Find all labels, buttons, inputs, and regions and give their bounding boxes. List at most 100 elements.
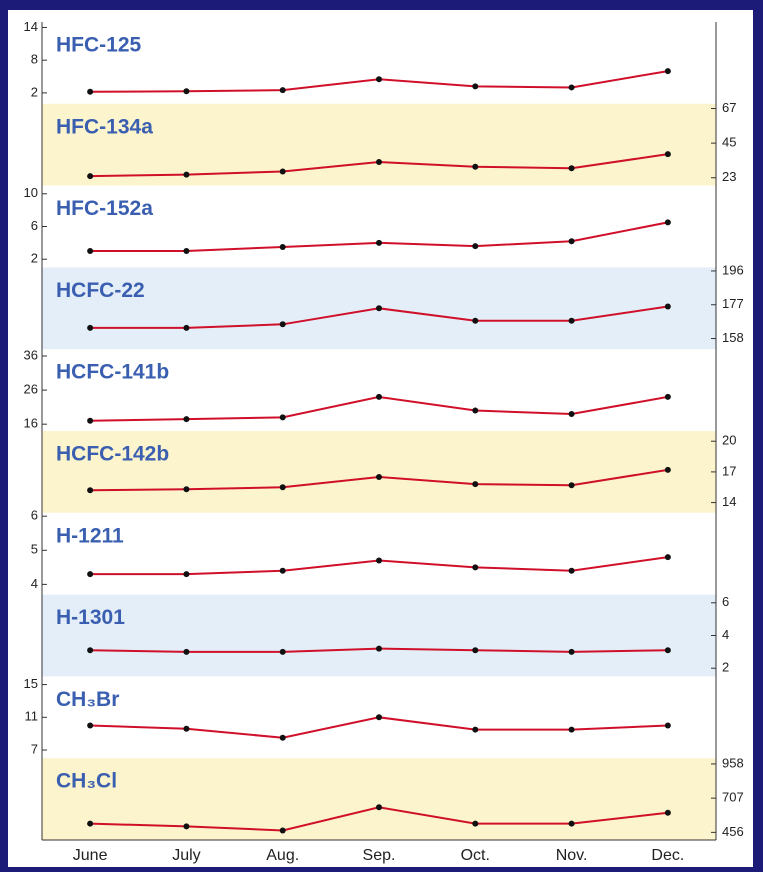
panel-background: [42, 758, 716, 840]
data-point: [664, 809, 671, 816]
panel-background: [42, 512, 716, 595]
data-point: [568, 410, 575, 417]
y-tick-label: 158: [722, 330, 744, 345]
y-tick-label: 6: [31, 218, 38, 233]
panel-title: HFC-134a: [56, 115, 153, 138]
y-tick-label: 6: [722, 594, 729, 609]
data-point: [664, 151, 671, 158]
data-point: [87, 173, 94, 180]
panel-title: HCFC-141b: [56, 361, 169, 384]
data-point: [472, 726, 479, 733]
data-point: [376, 159, 382, 166]
x-tick-label: Aug.: [266, 847, 299, 864]
data-point: [279, 321, 286, 328]
data-point: [87, 571, 94, 578]
y-tick-label: 2: [31, 84, 38, 99]
data-point: [568, 726, 575, 733]
data-point: [568, 648, 575, 655]
data-point: [279, 168, 286, 175]
data-point: [183, 571, 190, 578]
data-point: [279, 567, 286, 574]
data-point: [472, 481, 479, 488]
data-point: [87, 487, 94, 494]
y-tick-label: 36: [24, 347, 38, 362]
y-tick-label: 20: [722, 433, 736, 448]
x-tick-label: Dec.: [651, 847, 684, 864]
x-tick-label: Nov.: [556, 847, 588, 864]
data-point: [568, 238, 575, 245]
y-tick-label: 2: [722, 660, 729, 675]
panel-background: [42, 103, 716, 186]
data-point: [472, 820, 479, 827]
panel-title: HCFC-22: [56, 279, 145, 302]
data-point: [183, 324, 190, 331]
data-point: [472, 564, 479, 571]
panel-title: H-1211: [56, 524, 124, 547]
panel-title: HFC-125: [56, 34, 142, 57]
y-tick-label: 67: [722, 100, 736, 115]
y-tick-label: 6: [31, 508, 38, 523]
data-point: [568, 482, 575, 489]
y-tick-label: 7: [31, 741, 38, 756]
data-point: [568, 317, 575, 324]
data-point: [376, 305, 382, 312]
y-tick-label: 14: [24, 19, 38, 34]
data-point: [376, 804, 382, 811]
data-point: [279, 484, 286, 491]
data-point: [183, 486, 190, 493]
x-tick-label: July: [172, 847, 200, 864]
y-tick-label: 5: [31, 542, 38, 557]
data-point: [183, 725, 190, 732]
data-point: [279, 414, 286, 421]
data-point: [183, 823, 190, 830]
y-tick-label: 16: [24, 416, 38, 431]
data-point: [183, 416, 190, 423]
y-tick-label: 23: [722, 169, 736, 184]
data-point: [376, 393, 382, 400]
x-tick-label: Sep.: [363, 847, 396, 864]
data-point: [87, 722, 94, 729]
data-point: [664, 219, 671, 226]
y-tick-label: 45: [722, 135, 736, 150]
data-point: [279, 648, 286, 655]
panel-background: [42, 349, 716, 431]
y-tick-label: 26: [24, 382, 38, 397]
data-point: [87, 820, 94, 827]
data-point: [664, 303, 671, 310]
data-point: [472, 163, 479, 170]
data-point: [183, 248, 190, 255]
y-tick-label: 4: [31, 576, 38, 591]
panel-title: CH₃Cl: [56, 770, 117, 793]
panel-background: [42, 185, 716, 268]
y-tick-label: 8: [31, 52, 38, 67]
data-point: [664, 393, 671, 400]
data-point: [279, 243, 286, 250]
panel-title: HFC-152a: [56, 197, 153, 220]
data-point: [87, 417, 94, 424]
data-point: [376, 474, 382, 481]
data-point: [376, 645, 382, 652]
data-point: [664, 466, 671, 473]
y-tick-label: 958: [722, 755, 744, 770]
data-point: [664, 554, 671, 561]
y-tick-label: 14: [722, 494, 736, 509]
data-point: [87, 647, 94, 654]
data-point: [376, 76, 382, 83]
y-tick-label: 456: [722, 824, 744, 839]
data-point: [568, 165, 575, 172]
data-point: [183, 648, 190, 655]
data-point: [279, 734, 286, 741]
data-point: [183, 171, 190, 178]
panel-background: [42, 22, 716, 104]
y-tick-label: 17: [722, 463, 736, 478]
data-point: [472, 317, 479, 324]
y-tick-label: 707: [722, 790, 744, 805]
data-point: [568, 84, 575, 91]
data-point: [568, 820, 575, 827]
data-point: [279, 827, 286, 834]
data-point: [472, 83, 479, 90]
y-tick-label: 177: [722, 296, 744, 311]
panel-title: H-1301: [56, 606, 125, 629]
y-tick-label: 15: [24, 676, 38, 691]
